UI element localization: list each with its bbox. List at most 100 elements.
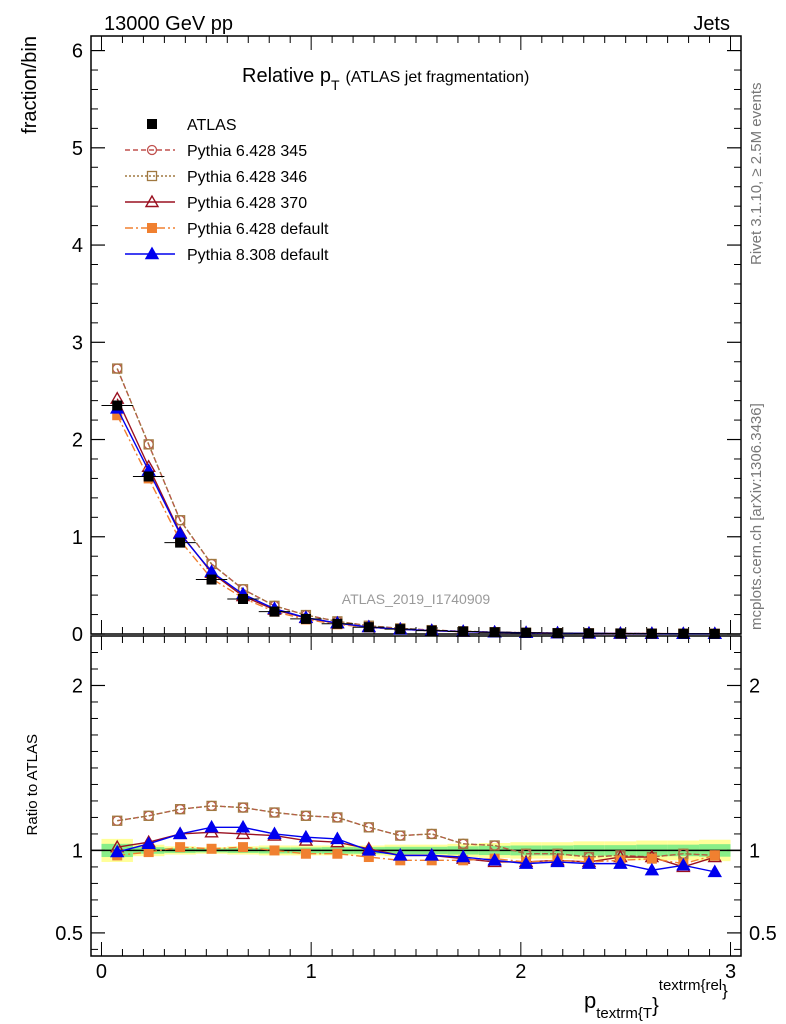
ratio-point — [363, 822, 374, 833]
main-point — [112, 363, 123, 374]
ratio-point — [238, 842, 249, 853]
ratio-point — [174, 804, 186, 815]
legend-marker — [144, 194, 160, 208]
ratio-point — [393, 847, 408, 861]
ratio-point — [707, 864, 722, 878]
main-point — [678, 628, 689, 639]
ratio-ytick-label-right: 0.5 — [749, 923, 777, 945]
ratio-series-line — [117, 846, 715, 865]
ratio-point — [361, 843, 377, 856]
main-panel: 0 1 2 3 4 5 6 — [72, 35, 742, 646]
ratio-series-4 — [110, 819, 722, 878]
ratio-point — [175, 842, 186, 853]
main-series-0 — [101, 400, 731, 639]
main-point — [521, 627, 532, 638]
legend-label: Pythia 6.428 345 — [187, 143, 307, 160]
ratio-point — [646, 853, 657, 864]
chart-title-main: Relative p — [242, 65, 331, 87]
main-point — [175, 537, 186, 548]
main-point — [458, 626, 469, 637]
ratio-xtick-label: 0 — [96, 961, 107, 983]
main-point — [238, 593, 249, 604]
ratio-frame-border — [90, 635, 742, 957]
legend-entry-3: Pythia 6.428 370 — [125, 194, 307, 212]
legend-marker — [146, 170, 158, 182]
chart-title-sub: T — [331, 77, 340, 93]
rivet-label: Rivet 3.1.10, ≥ 2.5M events — [748, 83, 765, 266]
x-axis-label: ptextrm{T}textrm{rel} — [584, 977, 728, 1022]
ratio-point — [550, 854, 565, 868]
ratio-point — [644, 862, 660, 876]
ratio-point — [363, 822, 374, 833]
main-ytick-label: 1 — [72, 527, 83, 549]
ratio-point — [300, 848, 311, 859]
ratio-point — [489, 840, 500, 851]
ratio-point — [458, 838, 469, 849]
main-point — [395, 624, 406, 635]
ratio-point — [332, 848, 343, 859]
main-ytick-label: 6 — [72, 41, 83, 63]
ratio-point — [204, 819, 219, 833]
ratio-point — [298, 829, 314, 843]
chart-title-rest: (ATLAS jet fragmentation) — [346, 69, 530, 86]
ratio-series-line — [117, 805, 715, 858]
ratio-ytick-label: 0.5 — [55, 923, 83, 945]
legend: ATLAS Pythia 6.428 345 Pythia 6.428 346 Pyt… — [125, 117, 329, 264]
legend-entry-4: Pythia 6.428 default — [125, 221, 329, 238]
main-ytick-label: 4 — [72, 235, 83, 257]
main-point — [332, 618, 343, 629]
ratio-xtick-label: 1 — [306, 961, 317, 983]
main-series-layer — [101, 363, 731, 640]
ratio-point — [235, 819, 251, 833]
ratio-point — [518, 856, 534, 869]
legend-entry-1: Pythia 6.428 345 — [125, 143, 307, 160]
ratio-xtick-label: 3 — [725, 961, 736, 983]
main-ytick-label: 5 — [72, 138, 83, 160]
ratio-series-layer — [110, 800, 722, 878]
ratio-point — [581, 856, 597, 869]
ratio-point — [172, 826, 188, 840]
analysis-watermark: ATLAS_2019_I1740909 — [342, 591, 491, 607]
main-point — [112, 400, 123, 411]
ratio-xtick-label: 2 — [515, 961, 526, 983]
main-point — [615, 628, 626, 639]
ratio-point — [235, 826, 251, 840]
ratio-point — [141, 836, 156, 850]
ratio-point — [269, 845, 280, 856]
ratio-point — [332, 812, 343, 823]
main-point — [143, 471, 154, 482]
ratio-point — [424, 847, 439, 861]
ratio-point — [395, 830, 406, 841]
main-point — [143, 439, 154, 450]
main-point — [646, 628, 657, 639]
ratio-point — [206, 800, 217, 812]
main-ytick-label: 2 — [72, 430, 83, 452]
main-ytick-label: 3 — [72, 332, 83, 354]
main-ytick-label: 0 — [72, 624, 83, 646]
main-ylabel: fraction/bin — [19, 36, 41, 134]
ratio-point — [330, 831, 345, 845]
ratio-point — [143, 810, 154, 821]
xlabel-sup-brace: } — [722, 981, 728, 1000]
ratio-point — [300, 810, 312, 821]
legend-label: Pythia 6.428 346 — [187, 169, 307, 186]
process-label: Jets — [693, 13, 730, 35]
ratio-series-line — [117, 826, 715, 873]
legend-label: ATLAS — [187, 117, 237, 134]
main-point — [583, 628, 594, 639]
ratio-point — [269, 807, 280, 818]
main-point — [174, 515, 186, 526]
legend-marker — [146, 144, 158, 156]
ratio-panel: 0.5 0.5 1 1 2 2 0 1 2 3 — [55, 635, 777, 983]
main-point — [709, 628, 720, 639]
legend-marker — [144, 246, 160, 260]
main-point — [552, 628, 563, 639]
main-point — [426, 625, 437, 636]
legend-entry-2: Pythia 6.428 346 — [125, 169, 307, 186]
xlabel-sub: textrm{T — [596, 1005, 652, 1022]
main-point — [269, 606, 280, 617]
ratio-point — [110, 844, 125, 858]
ratio-point — [487, 852, 502, 866]
ratio-point — [206, 843, 217, 854]
